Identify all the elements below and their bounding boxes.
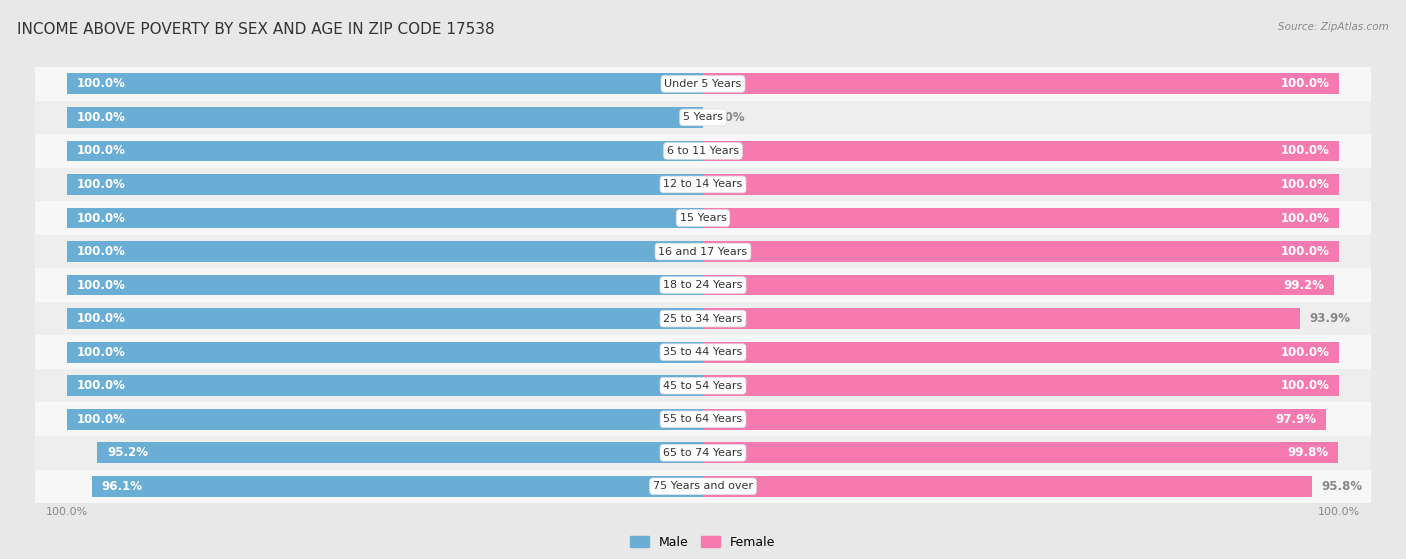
Text: 65 to 74 Years: 65 to 74 Years (664, 448, 742, 458)
Text: Source: ZipAtlas.com: Source: ZipAtlas.com (1278, 22, 1389, 32)
Bar (67, 409, 703, 430)
Bar (67, 73, 703, 94)
Text: 95.2%: 95.2% (107, 446, 148, 459)
Bar (35, 101, 1371, 134)
Text: 100.0%: 100.0% (76, 111, 125, 124)
Bar (35, 302, 1371, 335)
Legend: Male, Female: Male, Female (626, 530, 780, 553)
Text: 100.0%: 100.0% (76, 413, 125, 426)
Bar (35, 235, 1371, 268)
Bar (703, 375, 1339, 396)
Text: 25 to 34 Years: 25 to 34 Years (664, 314, 742, 324)
Text: 100.0%: 100.0% (76, 245, 125, 258)
Text: 100.0%: 100.0% (76, 345, 125, 359)
Text: 100.0%: 100.0% (1281, 379, 1330, 392)
Text: 100.0%: 100.0% (1281, 211, 1330, 225)
Bar (67, 308, 703, 329)
Bar (35, 201, 1371, 235)
Text: 99.2%: 99.2% (1284, 278, 1324, 292)
Text: INCOME ABOVE POVERTY BY SEX AND AGE IN ZIP CODE 17538: INCOME ABOVE POVERTY BY SEX AND AGE IN Z… (17, 22, 495, 37)
Bar (35, 67, 1371, 101)
Text: 97.9%: 97.9% (1275, 413, 1316, 426)
Text: 35 to 44 Years: 35 to 44 Years (664, 347, 742, 357)
Bar (703, 342, 1339, 363)
Text: 100.0%: 100.0% (1281, 144, 1330, 158)
Text: 16 and 17 Years: 16 and 17 Years (658, 247, 748, 257)
Bar (91, 476, 703, 497)
Bar (67, 241, 703, 262)
Bar (35, 369, 1371, 402)
Bar (67, 107, 703, 128)
Bar (67, 274, 703, 296)
Text: 6 to 11 Years: 6 to 11 Years (666, 146, 740, 156)
Bar (703, 73, 1339, 94)
Text: 5 Years: 5 Years (683, 112, 723, 122)
Bar (703, 442, 1337, 463)
Bar (67, 207, 703, 229)
Text: 93.9%: 93.9% (1310, 312, 1351, 325)
Text: 100.0%: 100.0% (1281, 178, 1330, 191)
Text: 96.1%: 96.1% (101, 480, 142, 493)
Text: 12 to 14 Years: 12 to 14 Years (664, 179, 742, 190)
Text: 100.0%: 100.0% (76, 278, 125, 292)
Text: 99.8%: 99.8% (1286, 446, 1329, 459)
Bar (703, 274, 1334, 296)
Bar (35, 402, 1371, 436)
Text: 45 to 54 Years: 45 to 54 Years (664, 381, 742, 391)
Text: 100.0%: 100.0% (1281, 77, 1330, 91)
Text: 100.0%: 100.0% (1281, 245, 1330, 258)
Bar (97, 442, 703, 463)
Bar (35, 268, 1371, 302)
Text: 100.0%: 100.0% (76, 77, 125, 91)
Bar (703, 140, 1339, 162)
Text: 100.0%: 100.0% (76, 144, 125, 158)
Bar (703, 241, 1339, 262)
Bar (67, 140, 703, 162)
Bar (35, 134, 1371, 168)
Text: Under 5 Years: Under 5 Years (665, 79, 741, 89)
Bar (67, 375, 703, 396)
Bar (703, 207, 1339, 229)
Bar (703, 409, 1326, 430)
Bar (35, 335, 1371, 369)
Text: 0.0%: 0.0% (713, 111, 745, 124)
Bar (67, 174, 703, 195)
Text: 100.0%: 100.0% (76, 379, 125, 392)
Text: 100.0%: 100.0% (1281, 345, 1330, 359)
Text: 100.0%: 100.0% (76, 211, 125, 225)
Text: 15 Years: 15 Years (679, 213, 727, 223)
Bar (703, 174, 1339, 195)
Bar (703, 308, 1301, 329)
Text: 75 Years and over: 75 Years and over (652, 481, 754, 491)
Text: 100.0%: 100.0% (76, 312, 125, 325)
Text: 95.8%: 95.8% (1322, 480, 1362, 493)
Text: 18 to 24 Years: 18 to 24 Years (664, 280, 742, 290)
Text: 100.0%: 100.0% (76, 178, 125, 191)
Bar (35, 470, 1371, 503)
Text: 55 to 64 Years: 55 to 64 Years (664, 414, 742, 424)
Bar (35, 168, 1371, 201)
Bar (703, 476, 1312, 497)
Bar (35, 436, 1371, 470)
Bar (67, 342, 703, 363)
